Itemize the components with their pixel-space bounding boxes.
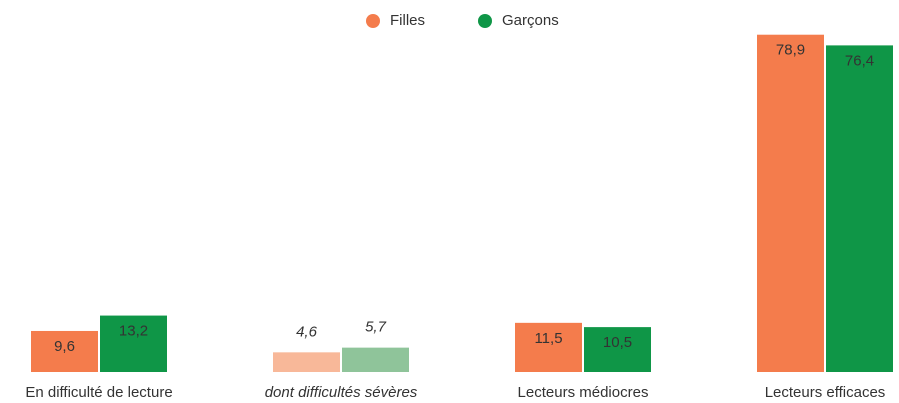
x-tick-label: Lecteurs efficaces (765, 384, 886, 401)
value-label: 10,5 (603, 334, 632, 351)
legend-label: Garçons (502, 12, 559, 29)
value-label: 4,6 (296, 323, 318, 340)
value-label: 76,4 (845, 52, 874, 69)
bar (757, 34, 824, 372)
bar (342, 347, 409, 372)
value-label: 9,6 (54, 338, 75, 355)
legend-swatch (478, 14, 492, 28)
x-tick-label: En difficulté de lecture (25, 384, 172, 401)
bar (515, 322, 582, 372)
legend-swatch (366, 14, 380, 28)
value-label: 5,7 (365, 319, 387, 336)
value-label: 13,2 (119, 323, 148, 340)
value-label: 11,5 (534, 330, 562, 347)
value-label: 78,9 (776, 42, 805, 59)
bar (273, 352, 340, 372)
bar (31, 330, 98, 372)
legend-label: Filles (390, 12, 425, 29)
x-tick-label: Lecteurs médiocres (518, 384, 649, 401)
x-tick-label: dont difficultés sévères (265, 384, 418, 401)
bar (584, 327, 651, 372)
bar (826, 45, 893, 372)
bar (100, 315, 167, 372)
